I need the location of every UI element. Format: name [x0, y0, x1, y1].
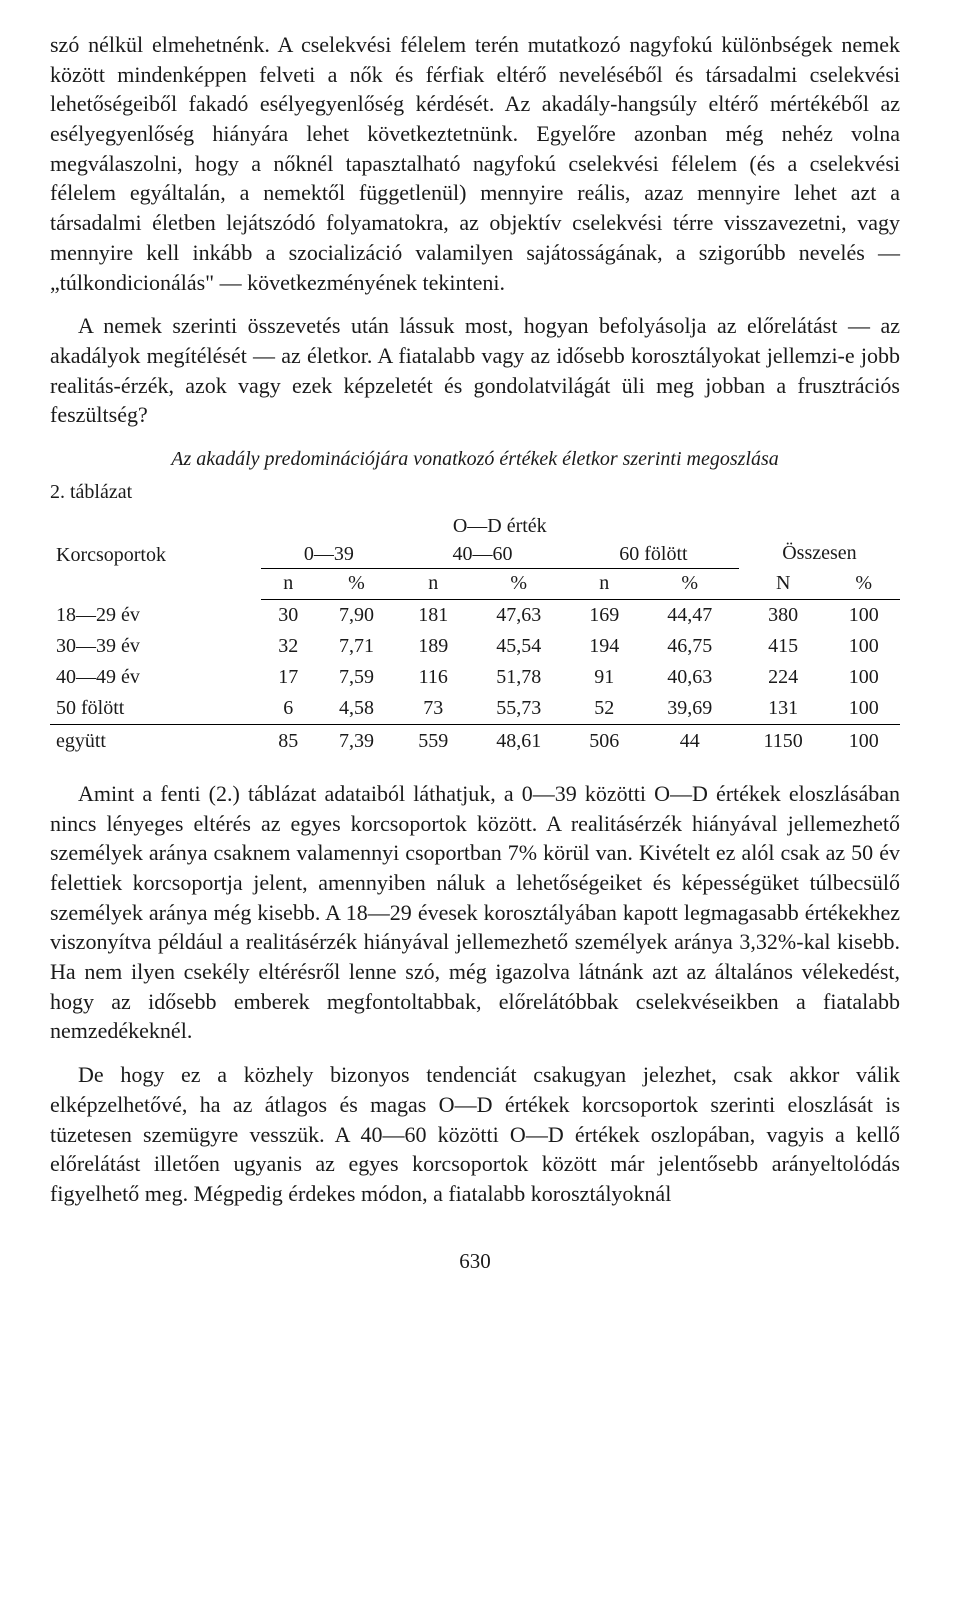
table-cell: 100	[827, 631, 900, 662]
table-title: Az akadály predominációjára vonatkozó ér…	[50, 448, 900, 471]
table-cell: 7,71	[316, 631, 397, 662]
subheader-4: n	[568, 568, 641, 599]
paragraph-2-text: A nemek szerinti összevetés után lássuk …	[50, 313, 900, 427]
table-cell: 4,58	[316, 693, 397, 725]
row-label: 18—29 év	[50, 599, 261, 631]
table-cell: 85	[261, 724, 316, 757]
table-cell: 46,75	[640, 631, 738, 662]
table-cell: 116	[397, 662, 470, 693]
table-cell: 506	[568, 724, 641, 757]
table-row: 18—29 év307,9018147,6316944,47380100	[50, 599, 900, 631]
table-cell: 44,47	[640, 599, 738, 631]
header-korcsoportok: Korcsoportok	[50, 512, 261, 600]
header-range-0: 0—39	[261, 540, 397, 569]
table-cell: 7,59	[316, 662, 397, 693]
table-cell: 415	[739, 631, 828, 662]
table-cell: 30	[261, 599, 316, 631]
table-cell: 17	[261, 662, 316, 693]
table-cell: 131	[739, 693, 828, 725]
table-cell: 44	[640, 724, 738, 757]
table-cell: 189	[397, 631, 470, 662]
paragraph-3: Amint a fenti (2.) táblázat adataiból lá…	[50, 779, 900, 1046]
table-cell: 55,73	[470, 693, 568, 725]
table-cell: 51,78	[470, 662, 568, 693]
header-range-2: 60 fölött	[568, 540, 739, 569]
table-cell: 40,63	[640, 662, 738, 693]
table-row: 30—39 év327,7118945,5419446,75415100	[50, 631, 900, 662]
table-cell: 91	[568, 662, 641, 693]
paragraph-1: szó nélkül elmehetnénk. A cselekvési fél…	[50, 30, 900, 297]
subheader-0: n	[261, 568, 316, 599]
table-cell: 100	[827, 693, 900, 725]
table-cell: 224	[739, 662, 828, 693]
data-table: Korcsoportok O—D érték Összesen 0—39 40—…	[50, 512, 900, 757]
header-osszesen: Összesen	[739, 512, 900, 569]
table-cell: 169	[568, 599, 641, 631]
table-cell: 47,63	[470, 599, 568, 631]
table-cell: 194	[568, 631, 641, 662]
table-cell: 1150	[739, 724, 828, 757]
subheader-5: %	[640, 568, 738, 599]
row-label: együtt	[50, 724, 261, 757]
table-row: együtt857,3955948,61506441150100	[50, 724, 900, 757]
table-cell: 7,39	[316, 724, 397, 757]
header-range-1: 40—60	[397, 540, 568, 569]
subheader-1: %	[316, 568, 397, 599]
table-cell: 32	[261, 631, 316, 662]
subheader-7: %	[827, 568, 900, 599]
paragraph-3-text: Amint a fenti (2.) táblázat adataiból lá…	[50, 781, 900, 1044]
table-cell: 7,90	[316, 599, 397, 631]
subheader-2: n	[397, 568, 470, 599]
subheader-3: %	[470, 568, 568, 599]
table-cell: 100	[827, 662, 900, 693]
subheader-6: N	[739, 568, 828, 599]
header-od-ertek: O—D érték	[261, 512, 739, 540]
table-cell: 100	[827, 724, 900, 757]
paragraph-4: De hogy ez a közhely bizonyos tendenciát…	[50, 1060, 900, 1208]
table-cell: 45,54	[470, 631, 568, 662]
table-cell: 559	[397, 724, 470, 757]
table-cell: 181	[397, 599, 470, 631]
table-cell: 48,61	[470, 724, 568, 757]
page-number: 630	[50, 1249, 900, 1274]
row-label: 30—39 év	[50, 631, 261, 662]
table-cell: 6	[261, 693, 316, 725]
table-row: 50 fölött64,587355,735239,69131100	[50, 693, 900, 725]
table-body: 18—29 év307,9018147,6316944,4738010030—3…	[50, 599, 900, 757]
paragraph-2: A nemek szerinti összevetés után lássuk …	[50, 311, 900, 430]
table-cell: 380	[739, 599, 828, 631]
row-label: 50 fölött	[50, 693, 261, 725]
table-cell: 39,69	[640, 693, 738, 725]
table-cell: 100	[827, 599, 900, 631]
table-label: 2. táblázat	[50, 481, 900, 504]
table-cell: 73	[397, 693, 470, 725]
row-label: 40—49 év	[50, 662, 261, 693]
table-cell: 52	[568, 693, 641, 725]
table-row: 40—49 év177,5911651,789140,63224100	[50, 662, 900, 693]
paragraph-4-text: De hogy ez a közhely bizonyos tendenciát…	[50, 1062, 900, 1206]
